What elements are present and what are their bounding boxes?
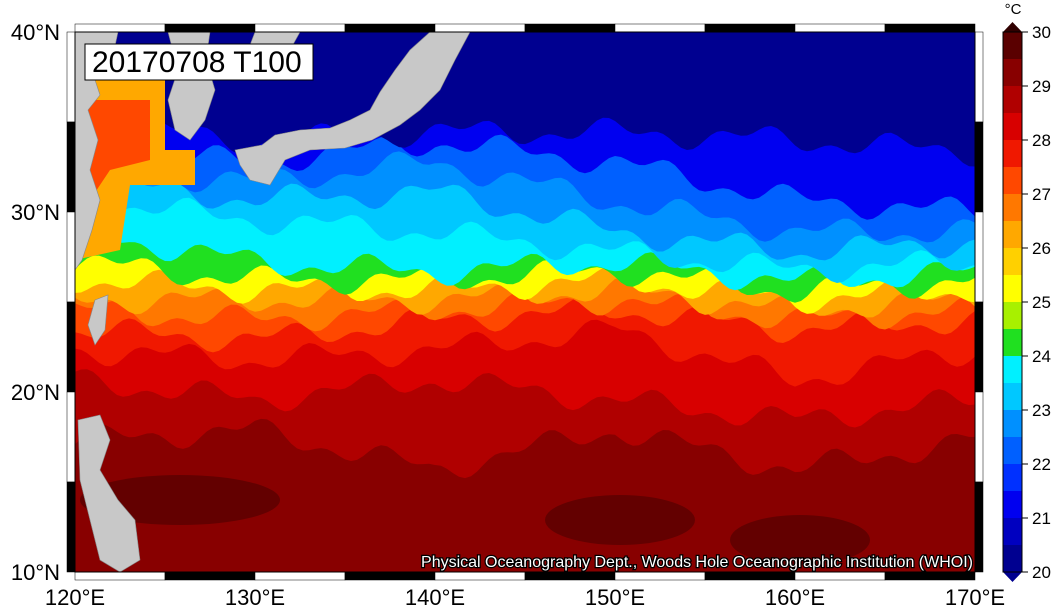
frame-bar — [884, 23, 976, 33]
lat-label: 10°N — [11, 560, 60, 585]
lat-label: 30°N — [11, 200, 60, 225]
lon-label: 160°E — [765, 585, 825, 610]
lon-label: 120°E — [45, 585, 105, 610]
frame-bar — [254, 23, 346, 33]
frame-bar — [974, 31, 984, 123]
frame-bar — [66, 301, 76, 393]
colorbar-label: 27 — [1032, 185, 1051, 204]
colorbar-swatch — [1003, 545, 1022, 572]
frame-bar — [344, 571, 436, 581]
colorbar-swatch — [1003, 140, 1022, 167]
credit: Physical Oceanography Dept., Woods Hole … — [421, 554, 973, 571]
unit-label: °C — [1005, 1, 1022, 18]
colorbar-swatch — [1003, 221, 1022, 248]
frame — [66, 23, 984, 581]
colorbar-swatch — [1003, 383, 1022, 410]
frame-bar — [794, 571, 886, 581]
frame-bar — [614, 23, 706, 33]
colorbar-swatch — [1003, 275, 1022, 302]
frame-bar — [164, 23, 256, 33]
colorbar-swatch — [1003, 302, 1022, 329]
frame-bar — [74, 23, 166, 33]
frame-bar — [254, 571, 346, 581]
colorbar-swatch — [1003, 464, 1022, 491]
colorbar-swatch — [1003, 113, 1022, 140]
warm-patch — [730, 515, 870, 565]
colorbar-label: 22 — [1032, 455, 1051, 474]
frame-bar — [434, 571, 526, 581]
warm-patch — [545, 495, 695, 545]
lat-label: 40°N — [11, 20, 60, 45]
frame-bar — [704, 571, 796, 581]
colorbar-label: 26 — [1032, 239, 1051, 258]
colorbar-swatch — [1003, 329, 1022, 356]
frame-bar — [344, 23, 436, 33]
frame-bar — [974, 301, 984, 393]
colorbar-swatch — [1003, 59, 1022, 86]
title: 20170708 T100 — [92, 46, 302, 79]
frame-bar — [66, 391, 76, 483]
ocean-field — [75, 32, 975, 572]
coastal-warm — [85, 100, 150, 200]
colorbar-swatch — [1003, 248, 1022, 275]
colorbar-label: 30 — [1032, 23, 1051, 42]
colorbar: 20 21 22 23 24 25 26 27 28 29 30 — [1002, 22, 1051, 582]
frame-bar — [614, 571, 706, 581]
colorbar-swatch — [1003, 194, 1022, 221]
colorbar-swatch — [1003, 32, 1022, 59]
colorbar-label: 29 — [1032, 77, 1051, 96]
colorbar-swatch — [1003, 410, 1022, 437]
colorbar-label: 28 — [1032, 131, 1051, 150]
warm-patch — [80, 475, 280, 525]
lon-label: 170°E — [945, 585, 1005, 610]
frame-bar — [74, 571, 166, 581]
colorbar-label: 24 — [1032, 347, 1051, 366]
frame-bar — [704, 23, 796, 33]
frame-bar — [974, 121, 984, 213]
title-box — [84, 43, 314, 81]
lon-label: 150°E — [585, 585, 645, 610]
colorbar-label: 21 — [1032, 509, 1051, 528]
colorbar-label: 20 — [1032, 563, 1051, 582]
frame-bar — [434, 23, 526, 33]
colorbar-label: 25 — [1032, 293, 1051, 312]
colorbar-extend — [1003, 22, 1022, 32]
lon-label: 140°E — [405, 585, 465, 610]
colorbar-label: 23 — [1032, 401, 1051, 420]
colorbar-extend — [1003, 572, 1022, 582]
frame-bar — [66, 31, 76, 123]
frame-bar — [524, 23, 616, 33]
frame-bar — [884, 571, 976, 581]
frame-bar — [66, 481, 76, 573]
colorbar-swatch — [1003, 518, 1022, 545]
colorbar-swatch — [1003, 86, 1022, 113]
lon-label: 130°E — [225, 585, 285, 610]
frame-bar — [974, 211, 984, 303]
frame-bar — [974, 391, 984, 483]
frame-bar — [66, 211, 76, 303]
frame-bar — [974, 481, 984, 573]
colorbar-swatch — [1003, 491, 1022, 518]
lat-label: 20°N — [11, 380, 60, 405]
frame-bar — [66, 121, 76, 213]
frame-bar — [794, 23, 886, 33]
colorbar-swatch — [1003, 167, 1022, 194]
colorbar-swatch — [1003, 437, 1022, 464]
frame-bar — [524, 571, 616, 581]
plot-border — [74, 31, 976, 573]
frame-bar — [164, 571, 256, 581]
colorbar-swatch — [1003, 356, 1022, 383]
